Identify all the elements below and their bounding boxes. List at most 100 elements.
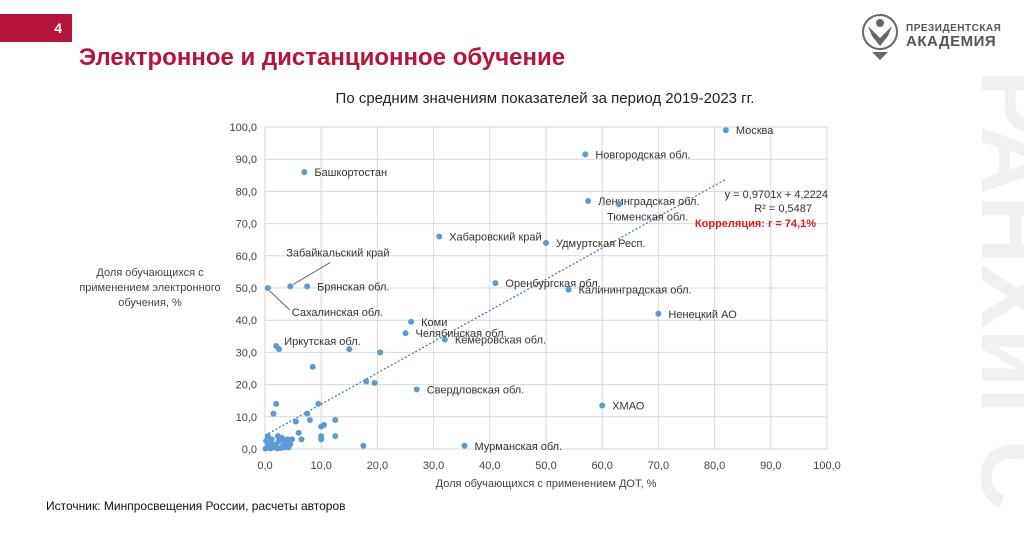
point-label: Иркутская обл. — [284, 336, 360, 348]
data-point-labeled — [301, 169, 308, 176]
data-point — [274, 433, 281, 440]
data-point-labeled — [492, 280, 499, 287]
watermark: РАНХиГС — [962, 70, 1024, 510]
data-point-labeled — [585, 198, 592, 205]
data-point — [306, 417, 313, 424]
point-label: Коми — [421, 317, 447, 329]
x-tick-label: 80,0 — [704, 460, 725, 472]
x-tick-label: 100,0 — [813, 460, 841, 472]
y-tick-label: 20,0 — [236, 380, 257, 392]
x-tick-label: 10,0 — [310, 460, 331, 472]
data-point — [270, 442, 277, 449]
y-tick-label: 70,0 — [236, 219, 257, 231]
data-point-labeled — [402, 330, 409, 337]
data-point-labeled — [413, 386, 420, 393]
point-label: Хабаровский край — [449, 231, 541, 243]
point-label: Новгородская обл. — [595, 149, 690, 161]
r-squared: R² = 0,5487 — [754, 203, 812, 215]
point-label: ХМАО — [612, 401, 645, 413]
data-point — [321, 421, 328, 428]
data-point-labeled — [441, 336, 448, 343]
data-point — [277, 445, 284, 452]
data-point-labeled — [264, 285, 271, 291]
x-tick-label: 40,0 — [479, 460, 500, 472]
point-label: Челябинская обл. — [416, 328, 507, 340]
leader-line — [293, 261, 331, 285]
y-tick-label: 0,0 — [242, 444, 257, 456]
leader-line — [269, 290, 291, 311]
point-label: Калининградская обл. — [578, 285, 691, 297]
y-axis-label-line: обучения, % — [118, 297, 182, 309]
x-tick-label: 50,0 — [535, 460, 556, 472]
x-axis-label: Доля обучающихся с применением ДОТ, % — [436, 478, 657, 490]
data-point — [318, 436, 325, 443]
x-tick-label: 60,0 — [591, 460, 612, 472]
point-label: Забайкальский край — [286, 247, 389, 259]
data-point — [363, 378, 370, 385]
source-note: Источник: Минпросвещения России, расчеты… — [46, 499, 346, 513]
y-axis-label-line: Доля обучающихся с — [96, 267, 204, 279]
data-point — [332, 417, 339, 424]
data-point-labeled — [599, 402, 606, 409]
logo-line1: ПРЕЗИДЕНТСКАЯ — [906, 23, 1002, 34]
data-point — [371, 379, 378, 386]
data-point — [298, 436, 305, 443]
data-point-labeled — [722, 127, 729, 134]
data-point — [332, 433, 339, 440]
data-point-labeled — [543, 239, 549, 246]
y-tick-label: 80,0 — [236, 186, 257, 198]
x-tick-label: 20,0 — [367, 460, 388, 472]
data-point — [309, 363, 316, 370]
point-label: Брянская обл. — [317, 281, 389, 293]
data-point — [288, 436, 295, 443]
x-tick-label: 70,0 — [648, 460, 669, 472]
point-label: Оренбургская обл. — [505, 278, 600, 290]
data-point-labeled — [582, 151, 589, 158]
data-point-labeled — [565, 286, 572, 293]
data-point — [360, 442, 367, 449]
data-point — [284, 438, 291, 445]
data-point — [315, 400, 322, 407]
point-label: Кемеровская обл. — [455, 335, 546, 347]
data-point — [292, 418, 299, 425]
data-point-labeled — [461, 442, 468, 449]
point-label: Москва — [736, 125, 774, 137]
data-point — [264, 433, 271, 440]
y-tick-label: 10,0 — [236, 412, 257, 424]
point-label: Свердловская обл. — [427, 384, 525, 396]
point-label: Ненецкий АО — [668, 309, 737, 321]
data-point — [262, 445, 269, 452]
point-label: Мурманская обл. — [475, 441, 563, 453]
y-tick-label: 50,0 — [236, 283, 257, 295]
correlation-note: Корреляция: r = 74,1% — [695, 218, 816, 230]
page-number-badge: 4 — [0, 14, 72, 42]
data-point — [377, 349, 384, 356]
data-point — [346, 346, 353, 353]
point-label: Башкортостан — [314, 167, 387, 179]
y-tick-label: 30,0 — [236, 347, 257, 359]
data-point — [304, 410, 311, 417]
point-label: Тюменская обл. — [607, 211, 688, 223]
y-tick-label: 100,0 — [229, 122, 257, 134]
watermark-text: РАНХиГС — [962, 70, 1024, 510]
data-point — [270, 410, 277, 417]
academy-logo: ПРЕЗИДЕНТСКАЯ АКАДЕМИЯ — [858, 8, 1018, 62]
data-point-labeled — [655, 310, 662, 317]
y-tick-label: 90,0 — [236, 154, 257, 166]
regression-equation: y = 0,9701x + 4,2224 — [725, 189, 828, 201]
data-point-labeled — [408, 318, 415, 325]
data-point — [295, 429, 302, 436]
point-label: Сахалинская обл. — [292, 307, 383, 319]
x-tick-label: 90,0 — [760, 460, 781, 472]
y-tick-label: 60,0 — [236, 251, 257, 263]
chart-title: По средним значениям показателей за пери… — [336, 90, 755, 107]
page-number: 4 — [54, 20, 62, 36]
data-point — [273, 400, 280, 407]
data-point-labeled — [616, 201, 623, 208]
data-point-labeled — [436, 233, 443, 240]
eagle-emblem-icon — [862, 14, 898, 60]
y-axis-label-line: применением электронного — [79, 282, 220, 294]
slide-title: Электронное и дистанционное обучение — [79, 44, 566, 71]
y-tick-label: 40,0 — [236, 315, 257, 327]
